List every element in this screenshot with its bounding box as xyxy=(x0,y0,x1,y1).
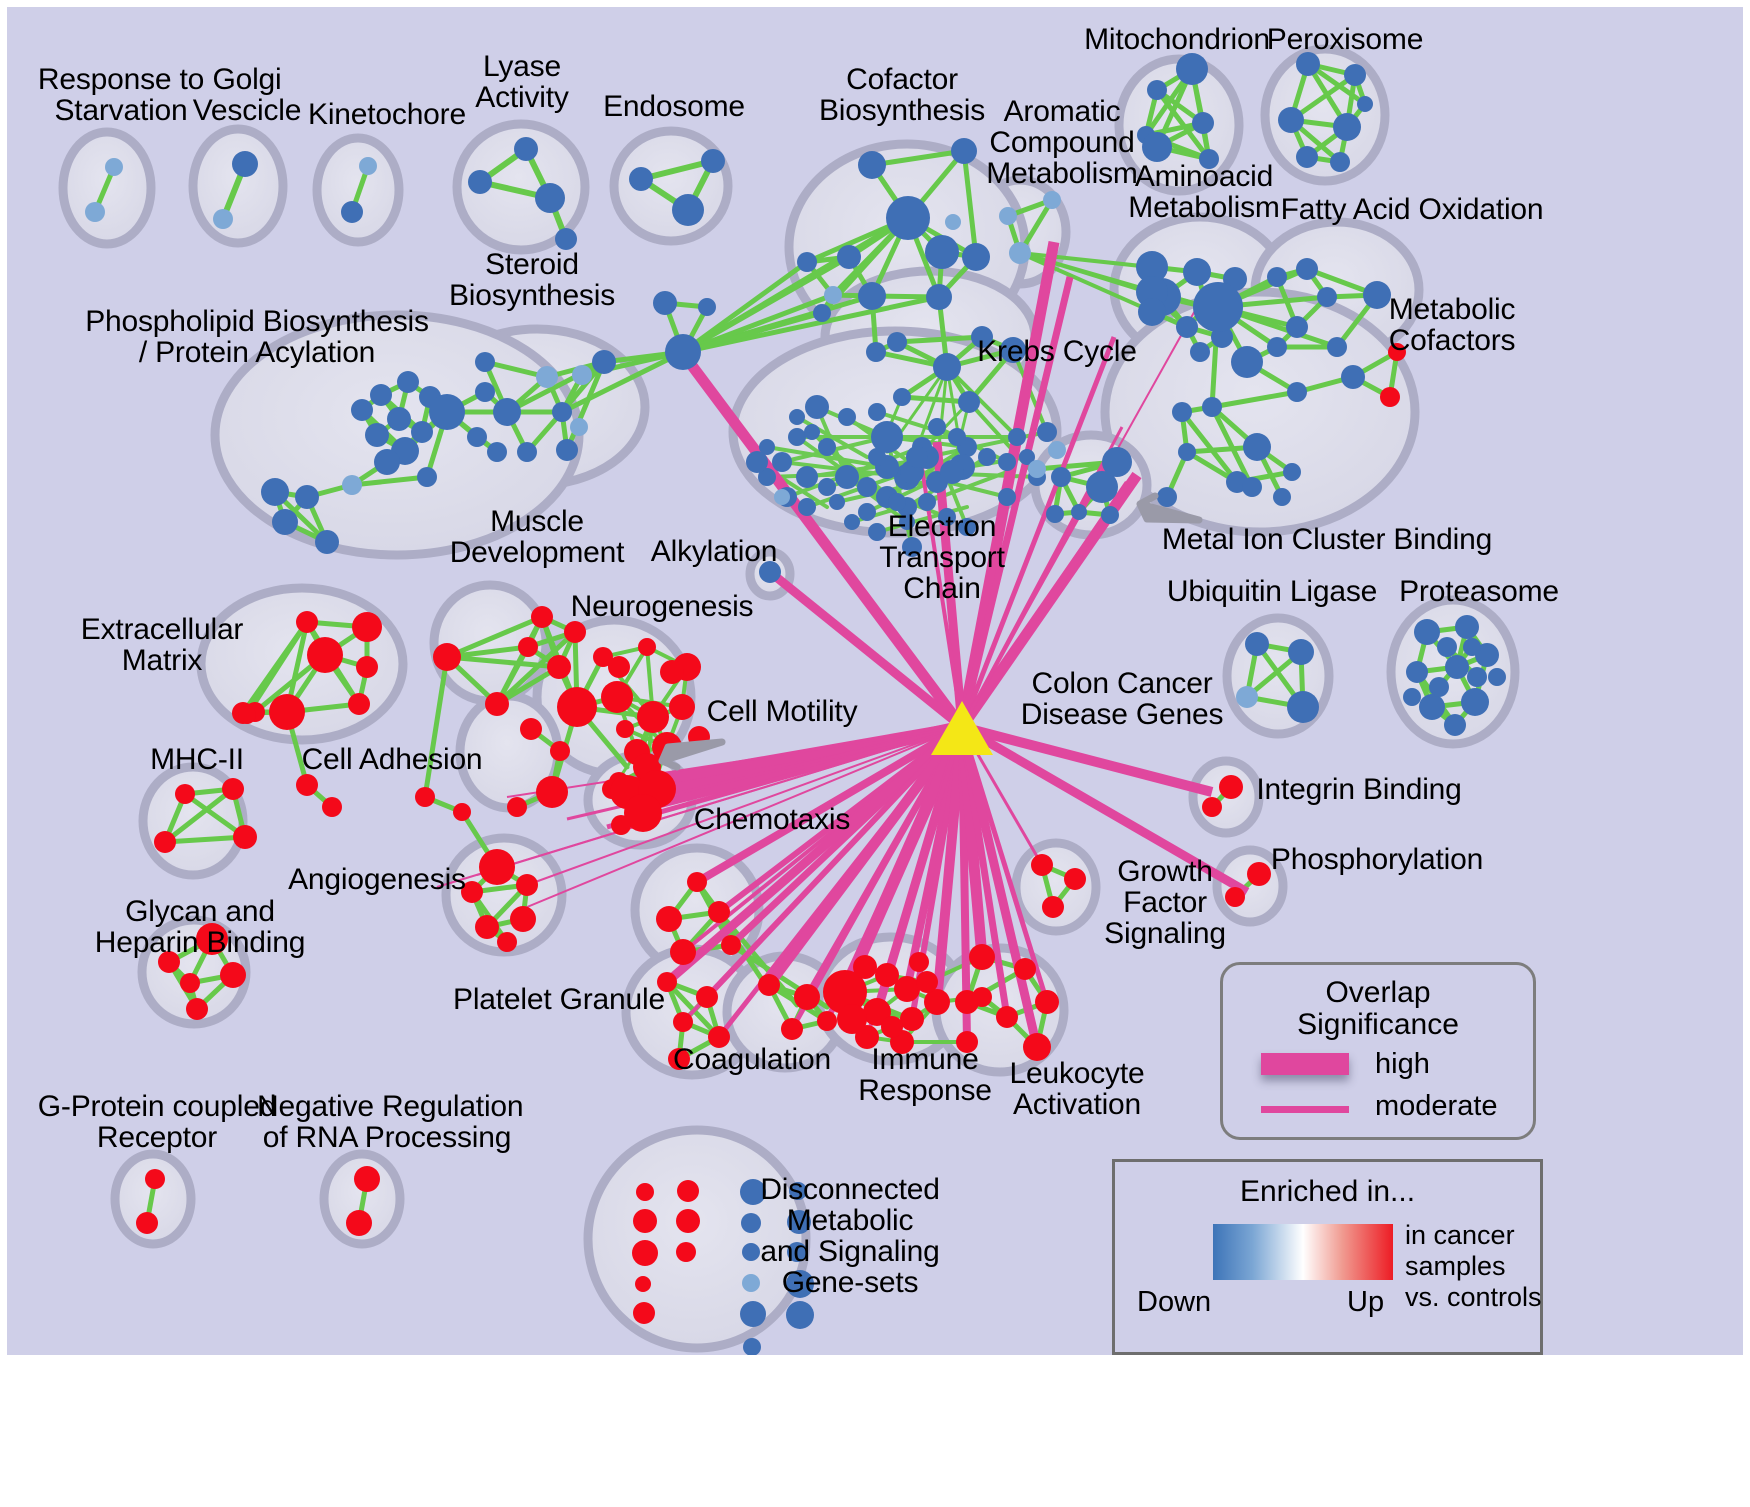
nodes-metabolic-cofactors-up xyxy=(1380,343,1406,407)
disconnected-grid xyxy=(632,1179,814,1355)
cluster-label-steroid-biosynthesis: Steroid Biosynthesis xyxy=(448,248,615,312)
cluster-label-disconnected-gene-sets: Disconnected Metabolic and Signaling Gen… xyxy=(760,1173,940,1299)
cluster-label-electron-transport-chain: Electron Transport Chain xyxy=(879,510,1005,605)
cluster-label-angiogenesis: Angiogenesis xyxy=(288,863,466,896)
cluster-label-response-to-starvation: Response to Starvation xyxy=(37,63,205,127)
cluster-label-fatty-acid-oxidation: Fatty Acid Oxidation xyxy=(1280,193,1544,226)
cluster-label-muscle-development: Muscle Development xyxy=(449,505,625,569)
cluster-label-phosphorylation: Phosphorylation xyxy=(1270,843,1484,876)
cluster-label-metal-ion-cluster-binding: Metal Ion Cluster Binding xyxy=(1161,523,1493,556)
cluster-label-cofactor-biosynthesis: Cofactor Biosynthesis xyxy=(818,63,985,127)
cluster-label-aminoacid-metabolism: Aminoacid Metabolism xyxy=(1128,160,1280,224)
legend-label-up: Up xyxy=(1347,1286,1385,1318)
cluster-label-metabolic-cofactors: Metabolic Cofactors xyxy=(1388,293,1516,357)
cluster-label-phospholipid-biosynthesis: Phospholipid Biosynthesis / Protein Acyl… xyxy=(85,305,429,369)
cluster-label-neurogenesis: Neurogenesis xyxy=(570,590,754,623)
nodes-down xyxy=(85,52,1506,736)
legend-overlap-significance: Overlap Significance high moderate xyxy=(1220,962,1536,1140)
cluster-label-negative-regulation-rna: Negative Regulation of RNA Processing xyxy=(257,1090,524,1154)
cluster-label-alkylation: Alkylation xyxy=(650,535,778,568)
nodes-up xyxy=(136,606,1271,1236)
cluster-label-mhc-ii: MHC-II xyxy=(150,743,244,776)
cluster-label-endosome: Endosome xyxy=(603,90,745,123)
hub-label-colon-cancer-disease-genes: Colon Cancer Disease Genes xyxy=(1020,667,1224,731)
cluster-label-kinetochore: Kinetochore xyxy=(308,98,466,131)
network-graph xyxy=(58,44,1520,1355)
network-background: Response to Starvation Golgi Vescicle Ki… xyxy=(7,7,1743,1355)
cluster-label-aromatic-compound-metabolism: Aromatic Compound Metabolism xyxy=(986,95,1138,190)
legend-overlap-title: Overlap Significance xyxy=(1297,976,1459,1041)
legend-label-high: high xyxy=(1375,1048,1430,1080)
annotation-arrows xyxy=(658,492,1203,771)
cluster-label-chemotaxis: Chemotaxis xyxy=(693,803,851,836)
legend-swatch-moderate xyxy=(1261,1106,1349,1113)
cluster-label-proteasome: Proteasome xyxy=(1399,575,1559,608)
cluster-label-peroxisome: Peroxisome xyxy=(1266,23,1424,56)
legend-label-down: Down xyxy=(1137,1286,1212,1318)
legend-label-moderate: moderate xyxy=(1375,1090,1498,1122)
legend-swatch-high xyxy=(1261,1053,1349,1075)
cluster-label-extracellular-matrix: Extracellular Matrix xyxy=(80,613,244,677)
cluster-label-immune-response: Immune Response xyxy=(858,1043,992,1107)
cluster-label-leukocyte-activation: Leukocyte Activation xyxy=(1009,1057,1145,1121)
cluster-label-golgi-vescicle: Golgi Vescicle xyxy=(192,63,302,127)
cluster-label-cell-motility: Cell Motility xyxy=(706,695,858,728)
cluster-label-growth-factor-signaling: Growth Factor Signaling xyxy=(1104,855,1226,950)
cluster-label-g-protein-coupled-receptor: G-Protein coupled Receptor xyxy=(37,1090,277,1154)
legend-enriched-in: Enriched in... Down Up in cancer samples… xyxy=(1112,1159,1543,1355)
cluster-label-integrin-binding: Integrin Binding xyxy=(1256,773,1462,806)
cluster-label-coagulation: Coagulation xyxy=(673,1043,831,1076)
legend-caption-cancer-vs-controls: in cancer samples vs. controls xyxy=(1405,1220,1542,1313)
cluster-label-lyase-activity: Lyase Activity xyxy=(475,50,569,114)
cluster-label-mitochondrion: Mitochondrion xyxy=(1084,23,1270,56)
cluster-label-glycan-heparin-binding: Glycan and Heparin Binding xyxy=(94,895,306,959)
cluster-label-ubiquitin-ligase: Ubiquitin Ligase xyxy=(1166,575,1378,608)
edges-pink-high xyxy=(436,240,1250,1049)
hub-node-triangle[interactable] xyxy=(931,701,993,755)
cluster-label-cell-adhesion: Cell Adhesion xyxy=(301,743,483,776)
cluster-label-platelet-granule: Platelet Granule xyxy=(453,983,665,1016)
legend-enriched-title: Enriched in... xyxy=(1239,1175,1416,1208)
legend-color-gradient-bar xyxy=(1213,1224,1393,1280)
cluster-label-krebs-cycle: Krebs Cycle xyxy=(977,335,1137,368)
